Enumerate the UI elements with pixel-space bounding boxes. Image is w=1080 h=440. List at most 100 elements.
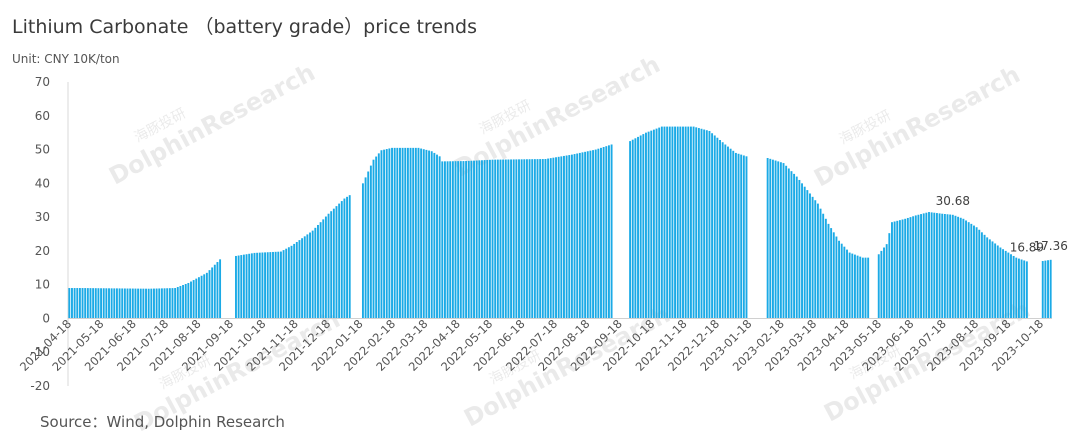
price-bar [86, 288, 89, 319]
price-bar [674, 126, 677, 319]
price-bar [287, 247, 290, 319]
price-bar [745, 156, 748, 319]
price-bar [121, 288, 124, 319]
price-bar [589, 150, 592, 319]
y-tick-label: -10 [30, 345, 50, 359]
price-bar [369, 165, 372, 319]
price-bar [536, 159, 539, 319]
price-bar [367, 171, 370, 319]
price-bar [449, 161, 452, 319]
price-bar [195, 278, 198, 319]
price-bar [290, 245, 293, 319]
price-bar [642, 134, 645, 319]
price-bar [663, 126, 666, 319]
price-bar [941, 213, 944, 319]
price-bar [272, 251, 274, 319]
price-bar [171, 288, 174, 319]
price-bar [71, 288, 73, 319]
price-bar [790, 171, 793, 319]
price-bar [388, 148, 391, 319]
price-bar [414, 147, 417, 319]
price-bar [306, 234, 309, 319]
price-bar [488, 159, 491, 319]
price-bar [597, 148, 600, 319]
price-bar [78, 288, 81, 319]
price-bar [883, 247, 885, 319]
price-bar [219, 259, 222, 319]
data-label: 17.36 [1033, 239, 1067, 253]
price-bar [943, 214, 946, 319]
price-bar [906, 217, 909, 319]
price-bar [84, 288, 87, 319]
price-bar [314, 227, 317, 319]
price-bar [266, 252, 269, 319]
price-bar [647, 131, 650, 319]
price-bar [840, 243, 843, 319]
source-note: Source：Wind, Dolphin Research [40, 413, 285, 431]
price-bar [155, 288, 158, 319]
price-bar [237, 255, 240, 319]
price-bar [134, 288, 137, 319]
price-bar [190, 281, 192, 319]
price-bar [401, 147, 404, 319]
price-bar [946, 214, 949, 319]
price-bar [168, 288, 171, 319]
price-bar [213, 264, 216, 319]
price-bar [973, 225, 975, 319]
price-bar [742, 155, 745, 319]
price-bar [126, 288, 129, 319]
price-bar [295, 242, 298, 319]
price-bar [327, 213, 330, 319]
price-bar [391, 147, 393, 319]
price-bar [491, 159, 494, 319]
y-tick-label: 0 [42, 311, 50, 325]
price-bar [705, 130, 708, 319]
price-bar [645, 132, 647, 319]
price-bar [184, 283, 187, 319]
price-bar [600, 147, 602, 319]
price-bar [904, 218, 907, 319]
price-bar [811, 196, 814, 319]
price-bar [996, 245, 999, 319]
price-bar [909, 217, 912, 319]
price-bar [891, 222, 893, 319]
price-bar [771, 159, 774, 319]
price-bar [298, 240, 301, 319]
price-bar [809, 193, 811, 319]
price-bar [383, 149, 386, 319]
price-bar [732, 150, 735, 319]
price-bar [142, 288, 145, 319]
price-bar [896, 220, 899, 319]
price-bar [404, 147, 407, 319]
price-bar [682, 126, 684, 319]
price-bar [700, 128, 703, 319]
price-bar [293, 243, 296, 319]
price-bar [901, 219, 904, 319]
price-bar [539, 159, 542, 319]
price-bar [483, 160, 486, 319]
price-bar [1002, 249, 1005, 319]
price-bar [430, 151, 433, 319]
price-bar [454, 161, 457, 319]
price-bar [830, 228, 833, 319]
price-bar [504, 159, 507, 319]
price-bar [959, 217, 962, 319]
price-bar [999, 247, 1002, 319]
price-bar [396, 147, 399, 319]
price-bar [951, 214, 954, 319]
price-bar [777, 161, 780, 319]
price-bar [666, 126, 669, 319]
price-bar [192, 280, 195, 319]
price-bar [150, 288, 153, 319]
y-tick-label: 30 [35, 210, 50, 224]
price-bar [922, 213, 925, 319]
price-bar [68, 288, 71, 319]
price-bar [507, 159, 510, 319]
y-tick-label: 10 [35, 278, 50, 292]
price-bar [650, 130, 653, 319]
price-bar [592, 150, 595, 319]
price-bar [1012, 255, 1015, 319]
price-bar [438, 156, 441, 319]
price-bar [949, 214, 952, 319]
